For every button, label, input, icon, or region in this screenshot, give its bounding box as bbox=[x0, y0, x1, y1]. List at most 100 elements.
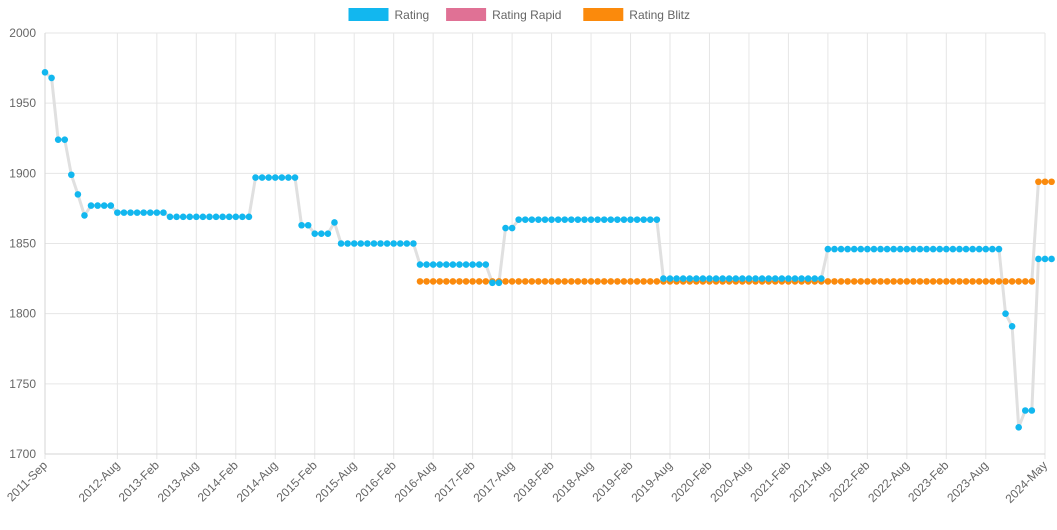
data-point[interactable] bbox=[646, 278, 654, 285]
data-point[interactable] bbox=[975, 278, 983, 285]
data-point[interactable] bbox=[1048, 178, 1055, 186]
data-point[interactable] bbox=[1028, 278, 1036, 285]
data-point[interactable] bbox=[587, 216, 595, 223]
data-point[interactable] bbox=[390, 240, 397, 247]
legend-item[interactable]: Rating bbox=[348, 8, 430, 22]
data-point[interactable] bbox=[850, 245, 858, 253]
data-point[interactable] bbox=[975, 245, 983, 253]
data-point[interactable] bbox=[521, 216, 529, 223]
data-point[interactable] bbox=[153, 209, 161, 216]
data-point[interactable] bbox=[818, 275, 825, 282]
data-point[interactable] bbox=[883, 278, 891, 285]
data-point[interactable] bbox=[673, 275, 680, 282]
data-point[interactable] bbox=[660, 275, 667, 282]
data-point[interactable] bbox=[633, 216, 641, 223]
data-point[interactable] bbox=[725, 275, 733, 282]
data-point[interactable] bbox=[206, 213, 213, 221]
data-point[interactable] bbox=[495, 279, 503, 287]
data-point[interactable] bbox=[179, 213, 187, 221]
data-point[interactable] bbox=[278, 174, 286, 181]
data-point[interactable] bbox=[344, 240, 351, 247]
data-point[interactable] bbox=[614, 216, 621, 223]
data-point[interactable] bbox=[620, 216, 628, 223]
data-point[interactable] bbox=[995, 278, 1003, 285]
data-point[interactable] bbox=[456, 261, 463, 268]
data-point[interactable] bbox=[271, 174, 279, 181]
data-point[interactable] bbox=[252, 174, 259, 181]
data-point[interactable] bbox=[587, 278, 595, 285]
data-point[interactable] bbox=[383, 240, 391, 247]
data-point[interactable] bbox=[850, 278, 858, 285]
data-point[interactable] bbox=[857, 278, 865, 285]
data-point[interactable] bbox=[245, 213, 253, 221]
data-point[interactable] bbox=[429, 278, 437, 285]
data-point[interactable] bbox=[627, 216, 634, 223]
data-point[interactable] bbox=[581, 278, 588, 285]
data-point[interactable] bbox=[620, 278, 628, 285]
data-point[interactable] bbox=[568, 216, 575, 223]
data-point[interactable] bbox=[765, 275, 772, 282]
legend-item[interactable]: Rating Blitz bbox=[583, 8, 690, 22]
data-point[interactable] bbox=[896, 245, 904, 253]
data-point[interactable] bbox=[502, 224, 509, 232]
data-point[interactable] bbox=[61, 136, 69, 143]
data-point[interactable] bbox=[923, 278, 930, 285]
data-point[interactable] bbox=[449, 261, 457, 268]
data-point[interactable] bbox=[443, 261, 450, 268]
data-point[interactable] bbox=[1035, 178, 1042, 186]
data-point[interactable] bbox=[443, 278, 450, 285]
data-point[interactable] bbox=[1041, 255, 1049, 263]
data-point[interactable] bbox=[469, 278, 476, 285]
data-point[interactable] bbox=[515, 278, 522, 285]
data-point[interactable] bbox=[1035, 255, 1042, 263]
data-point[interactable] bbox=[239, 213, 246, 221]
legend-item[interactable]: Rating Rapid bbox=[446, 8, 561, 22]
data-point[interactable] bbox=[936, 245, 944, 253]
data-point[interactable] bbox=[778, 275, 786, 282]
data-point[interactable] bbox=[574, 278, 582, 285]
data-point[interactable] bbox=[679, 275, 687, 282]
data-point[interactable] bbox=[370, 240, 378, 247]
data-point[interactable] bbox=[837, 245, 845, 253]
data-point[interactable] bbox=[535, 216, 542, 223]
data-point[interactable] bbox=[962, 245, 970, 253]
data-point[interactable] bbox=[949, 278, 957, 285]
data-point[interactable] bbox=[607, 278, 615, 285]
data-point[interactable] bbox=[844, 245, 851, 253]
data-point[interactable] bbox=[771, 275, 779, 282]
data-point[interactable] bbox=[1008, 323, 1016, 330]
data-point[interactable] bbox=[100, 202, 108, 209]
legend[interactable]: Rating Rating Rapid Rating Blitz bbox=[348, 8, 691, 22]
data-point[interactable] bbox=[193, 213, 200, 221]
data-point[interactable] bbox=[646, 216, 654, 223]
data-point[interactable] bbox=[929, 245, 937, 253]
data-point[interactable] bbox=[739, 275, 746, 282]
data-point[interactable] bbox=[989, 245, 996, 253]
data-point[interactable] bbox=[357, 240, 365, 247]
data-point[interactable] bbox=[824, 245, 832, 253]
data-point[interactable] bbox=[903, 278, 911, 285]
data-point[interactable] bbox=[890, 245, 897, 253]
data-point[interactable] bbox=[377, 240, 384, 247]
data-point[interactable] bbox=[877, 278, 884, 285]
data-point[interactable] bbox=[429, 261, 437, 268]
data-point[interactable] bbox=[758, 275, 766, 282]
data-point[interactable] bbox=[166, 213, 174, 221]
data-point[interactable] bbox=[864, 245, 871, 253]
data-point[interactable] bbox=[903, 245, 911, 253]
data-point[interactable] bbox=[949, 245, 957, 253]
data-point[interactable] bbox=[298, 221, 305, 229]
data-point[interactable] bbox=[732, 275, 740, 282]
data-point[interactable] bbox=[561, 278, 569, 285]
data-point[interactable] bbox=[140, 209, 147, 216]
data-point[interactable] bbox=[311, 230, 319, 237]
data-point[interactable] bbox=[350, 240, 358, 247]
data-point[interactable] bbox=[225, 213, 233, 221]
data-point[interactable] bbox=[94, 202, 101, 209]
data-point[interactable] bbox=[798, 275, 805, 282]
data-point[interactable] bbox=[883, 245, 891, 253]
data-point[interactable] bbox=[515, 216, 522, 223]
data-point[interactable] bbox=[482, 278, 490, 285]
data-point[interactable] bbox=[653, 216, 661, 223]
data-point[interactable] bbox=[337, 240, 345, 247]
